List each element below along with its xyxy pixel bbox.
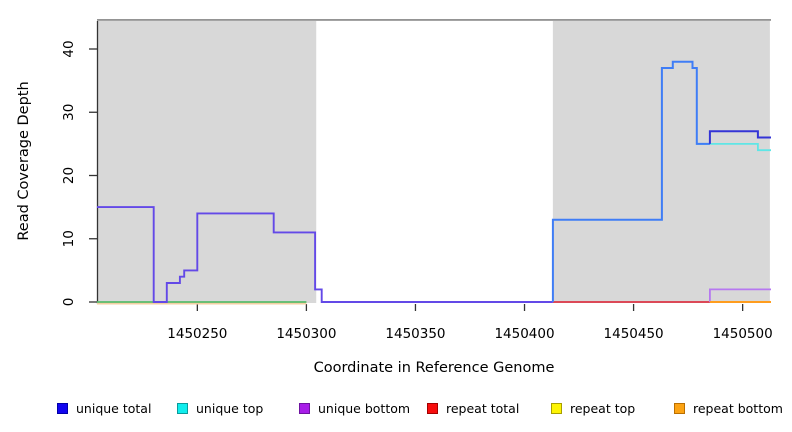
y-axis-label: Read Coverage Depth [16,81,32,240]
legend: unique total unique top unique bottom re… [0,398,792,422]
legend-label: unique top [196,400,264,416]
series-unique-top-right [696,142,771,152]
legend-label: repeat bottom [693,400,783,416]
x-tick-label: 1450350 [385,326,445,342]
legend-swatch-repeat-bottom [674,402,685,414]
y-tick-label: 40 [61,40,77,57]
y-tick-label: 20 [61,167,77,184]
legend-swatch-unique-top [177,402,188,414]
legend-label: unique total [76,400,152,416]
x-tick-label: 1450450 [604,326,664,342]
legend-item-unique-total: unique total [57,398,151,418]
shaded-region [97,21,317,303]
y-tick-label: 30 [61,104,77,121]
legend-item-repeat-total: repeat total [427,398,519,418]
legend-item-unique-bottom: unique bottom [299,398,410,418]
legend-label: unique bottom [318,400,411,416]
legend-item-repeat-bottom: repeat bottom [674,398,783,418]
x-tick-label: 1450400 [494,326,554,342]
x-tick-label: 1450500 [713,326,773,342]
legend-label: repeat top [570,400,636,416]
series-unique-total-peak [551,60,710,302]
legend-swatch-unique-total [57,402,68,414]
y-tick-label: 0 [61,298,77,307]
legend-label: repeat total [446,400,520,416]
x-tick-label: 1450300 [276,326,336,342]
x-axis-label: Coordinate in Reference Genome [314,360,555,376]
series-unique-bottom-right [709,288,771,302]
legend-item-unique-top: unique top [177,398,263,418]
legend-swatch-repeat-top [551,402,562,414]
legend-swatch-unique-bottom [299,402,310,414]
series-unique-total-right [708,130,771,144]
y-tick-label: 10 [61,230,77,247]
x-tick-label: 1450250 [167,326,227,342]
series-unique-bottom [97,206,553,303]
legend-swatch-repeat-total [427,402,438,414]
legend-item-repeat-top: repeat top [551,398,635,418]
